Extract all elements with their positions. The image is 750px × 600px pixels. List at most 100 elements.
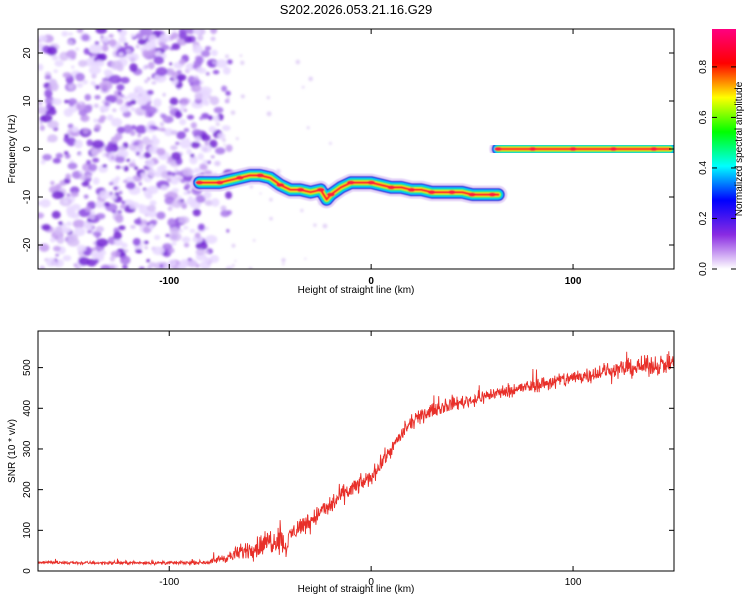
noise-blob bbox=[192, 45, 204, 54]
noise-blob bbox=[118, 190, 123, 195]
noise-blob bbox=[48, 108, 57, 116]
noise-blob bbox=[152, 126, 159, 131]
noise-blob bbox=[185, 63, 196, 71]
noise-blob bbox=[132, 238, 141, 246]
noise-blob bbox=[110, 60, 123, 69]
noise-speck bbox=[231, 263, 235, 267]
noise-blob bbox=[73, 263, 78, 267]
noise-blob bbox=[84, 206, 91, 213]
ridge-peak bbox=[326, 192, 335, 197]
noise-blob bbox=[171, 188, 179, 193]
noise-speck bbox=[222, 138, 226, 143]
noise-blob bbox=[118, 52, 124, 57]
ridge-peak bbox=[387, 185, 396, 190]
noise-blob bbox=[67, 123, 74, 129]
noise-blob bbox=[137, 133, 142, 138]
noise-blob bbox=[66, 193, 71, 197]
noise-blob bbox=[95, 213, 106, 220]
noise-blob bbox=[207, 115, 214, 121]
noise-blob bbox=[73, 126, 79, 133]
noise-blob bbox=[114, 192, 120, 196]
noise-blob bbox=[146, 212, 152, 217]
noise-blob bbox=[100, 264, 111, 269]
noise-blob bbox=[194, 135, 202, 143]
noise-blob bbox=[185, 137, 190, 142]
noise-blob bbox=[65, 173, 72, 180]
noise-blob bbox=[142, 136, 151, 146]
noise-blob bbox=[119, 255, 131, 265]
noise-blob bbox=[70, 191, 79, 198]
noise-blob bbox=[124, 42, 128, 46]
noise-blob bbox=[120, 94, 125, 98]
noise-blob bbox=[126, 158, 131, 162]
snr-y-axis-label: SNR (10 * v/v) bbox=[7, 419, 18, 483]
noise-blob bbox=[163, 128, 174, 137]
noise-blob bbox=[94, 124, 102, 131]
noise-blob bbox=[90, 80, 96, 86]
noise-blob bbox=[63, 108, 74, 117]
noise-blob bbox=[146, 204, 156, 212]
noise-blob bbox=[169, 175, 180, 185]
noise-blob bbox=[171, 32, 179, 40]
noise-blob bbox=[183, 225, 189, 230]
snr-panel: -100 0 100 0 100 200 300 400 500 Height of strai… bbox=[7, 330, 675, 595]
noise-blob bbox=[138, 204, 150, 215]
noise-blob bbox=[94, 95, 101, 100]
noise-blob bbox=[101, 44, 109, 52]
noise-speck bbox=[215, 161, 220, 166]
ridge-peak bbox=[346, 180, 355, 185]
snr-plot-area bbox=[38, 351, 674, 567]
noise-blob bbox=[91, 247, 96, 252]
noise-blob bbox=[195, 194, 206, 203]
noise-blob bbox=[160, 185, 169, 191]
noise-blob bbox=[123, 179, 128, 183]
ridge-peak bbox=[256, 173, 265, 178]
ridge-peak bbox=[447, 190, 456, 195]
noise-blob bbox=[199, 116, 204, 121]
noise-speck bbox=[266, 111, 272, 117]
noise-blob bbox=[171, 42, 181, 50]
noise-blob bbox=[67, 162, 78, 170]
noise-blob bbox=[220, 205, 227, 211]
noise-blob bbox=[97, 118, 105, 124]
noise-blob bbox=[102, 36, 109, 44]
noise-blob bbox=[204, 256, 211, 264]
y-tick-label: 0 bbox=[22, 568, 33, 574]
noise-blob bbox=[192, 64, 198, 69]
x-tick-label: -100 bbox=[159, 577, 179, 588]
noise-blob bbox=[44, 75, 52, 80]
noise-blob bbox=[176, 131, 187, 140]
noise-blob bbox=[102, 164, 108, 168]
ridge-peak bbox=[296, 187, 305, 192]
noise-blob bbox=[194, 43, 199, 48]
noise-blob bbox=[51, 210, 61, 219]
noise-blob bbox=[71, 65, 75, 69]
noise-blob bbox=[64, 153, 71, 159]
noise-blob bbox=[183, 242, 190, 248]
noise-blob bbox=[135, 125, 147, 134]
noise-blob bbox=[93, 118, 98, 123]
noise-blob bbox=[78, 153, 82, 157]
noise-blob bbox=[88, 213, 96, 220]
noise-blob bbox=[194, 232, 201, 239]
noise-blob bbox=[214, 147, 226, 155]
noise-blob bbox=[114, 132, 123, 141]
noise-blob bbox=[108, 33, 114, 38]
noise-blob bbox=[63, 99, 70, 104]
y-tick-label: 20 bbox=[22, 47, 33, 59]
noise-blob bbox=[200, 145, 212, 153]
noise-blob bbox=[106, 114, 114, 121]
noise-blob bbox=[183, 128, 190, 133]
noise-blob bbox=[83, 48, 90, 55]
noise-blob bbox=[83, 194, 89, 199]
noise-blob bbox=[138, 153, 146, 159]
noise-blob bbox=[143, 151, 152, 159]
noise-blob bbox=[201, 134, 211, 142]
noise-blob bbox=[154, 234, 161, 240]
noise-blob bbox=[142, 49, 151, 58]
noise-blob bbox=[186, 114, 195, 120]
noise-speck bbox=[230, 110, 236, 115]
noise-blob bbox=[130, 224, 136, 229]
noise-blob bbox=[179, 97, 190, 106]
noise-blob bbox=[159, 264, 164, 268]
